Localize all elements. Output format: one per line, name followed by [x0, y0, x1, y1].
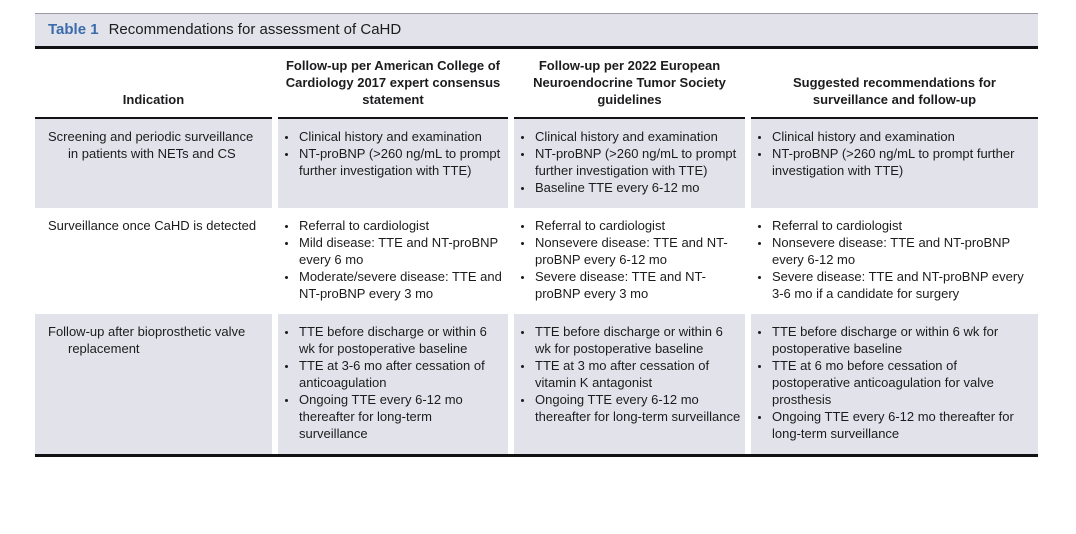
table-row: Surveillance once CaHD is detectedReferr…: [35, 208, 1038, 314]
table-row: Follow-up after bioprosthetic valve repl…: [35, 314, 1038, 454]
bullet-item: TTE before discharge or within 6 wk for …: [534, 323, 741, 357]
bullet-list: Clinical history and examinationNT-proBN…: [282, 128, 504, 179]
bullet-list: TTE before discharge or within 6 wk for …: [755, 323, 1034, 442]
bullet-item: Severe disease: TTE and NT-proBNP every …: [771, 268, 1034, 302]
recommendations-cell-acc_2017: TTE before discharge or within 6 wk for …: [278, 314, 508, 454]
bullet-list: Referral to cardiologistMild disease: TT…: [282, 217, 504, 302]
bullet-item: Ongoing TTE every 6-12 mo thereafter for…: [771, 408, 1034, 442]
recommendations-cell-enets_2022: Referral to cardiologistNonsevere diseas…: [514, 208, 745, 314]
header-row: Indication Follow-up per American Colleg…: [35, 49, 1038, 119]
table-title: Recommendations for assessment of CaHD: [108, 21, 402, 38]
bottom-rule: [35, 454, 1038, 457]
recommendations-table: Indication Follow-up per American Colleg…: [35, 49, 1038, 454]
bullet-item: NT-proBNP (>260 ng/mL to prompt further …: [298, 145, 504, 179]
recommendations-cell-suggested: Referral to cardiologistNonsevere diseas…: [751, 208, 1038, 314]
recommendations-cell-suggested: TTE before discharge or within 6 wk for …: [751, 314, 1038, 454]
indication-cell: Follow-up after bioprosthetic valve repl…: [35, 314, 272, 454]
indication-cell: Surveillance once CaHD is detected: [35, 208, 272, 314]
bullet-item: Referral to cardiologist: [771, 217, 1034, 234]
bullet-item: TTE at 6 mo before cessation of postoper…: [771, 357, 1034, 408]
table-label: Table 1: [48, 21, 99, 38]
bullet-item: TTE at 3-6 mo after cessation of anticoa…: [298, 357, 504, 391]
bullet-item: Ongoing TTE every 6-12 mo thereafter for…: [534, 391, 741, 425]
bullet-list: TTE before discharge or within 6 wk for …: [518, 323, 741, 425]
col-header-enets-2022: Follow-up per 2022 European Neuroendocri…: [514, 49, 745, 119]
indication-cell: Screening and periodic surveillance in p…: [35, 119, 272, 208]
bullet-list: Referral to cardiologistNonsevere diseas…: [518, 217, 741, 302]
bullet-item: Moderate/severe disease: TTE and NT-proB…: [298, 268, 504, 302]
bullet-item: Clinical history and examination: [771, 128, 1034, 145]
col-header-indication: Indication: [35, 49, 272, 119]
bullet-item: TTE at 3 mo after cessation of vitamin K…: [534, 357, 741, 391]
bullet-item: Nonsevere disease: TTE and NT-proBNP eve…: [534, 234, 741, 268]
table-header: Indication Follow-up per American Colleg…: [35, 49, 1038, 119]
bullet-item: Mild disease: TTE and NT-proBNP every 6 …: [298, 234, 504, 268]
recommendations-cell-acc_2017: Referral to cardiologistMild disease: TT…: [278, 208, 508, 314]
bullet-item: Nonsevere disease: TTE and NT-proBNP eve…: [771, 234, 1034, 268]
bullet-list: TTE before discharge or within 6 wk for …: [282, 323, 504, 442]
bullet-item: Severe disease: TTE and NT-proBNP every …: [534, 268, 741, 302]
col-header-acc-2017: Follow-up per American College of Cardio…: [278, 49, 508, 119]
bullet-item: TTE before discharge or within 6 wk for …: [298, 323, 504, 357]
bullet-item: Referral to cardiologist: [298, 217, 504, 234]
table-figure: Table 1 Recommendations for assessment of…: [35, 13, 1038, 457]
bullet-item: Clinical history and examination: [534, 128, 741, 145]
col-header-suggested: Suggested recommendations for surveillan…: [751, 49, 1038, 119]
top-rule: [35, 13, 1038, 14]
table-body: Screening and periodic surveillance in p…: [35, 119, 1038, 454]
table-row: Screening and periodic surveillance in p…: [35, 119, 1038, 208]
bullet-item: Clinical history and examination: [298, 128, 504, 145]
recommendations-cell-enets_2022: TTE before discharge or within 6 wk for …: [514, 314, 745, 454]
bullet-item: TTE before discharge or within 6 wk for …: [771, 323, 1034, 357]
bullet-item: Referral to cardiologist: [534, 217, 741, 234]
bullet-list: Referral to cardiologistNonsevere diseas…: [755, 217, 1034, 302]
bullet-item: Baseline TTE every 6-12 mo: [534, 179, 741, 196]
bullet-item: Ongoing TTE every 6-12 mo thereafter for…: [298, 391, 504, 442]
recommendations-cell-suggested: Clinical history and examinationNT-proBN…: [751, 119, 1038, 208]
table-wrap: Indication Follow-up per American Colleg…: [35, 49, 1038, 454]
bullet-list: Clinical history and examinationNT-proBN…: [755, 128, 1034, 179]
title-bottom-rule: [35, 46, 1038, 49]
recommendations-cell-acc_2017: Clinical history and examinationNT-proBN…: [278, 119, 508, 208]
table-title-band: Table 1 Recommendations for assessment of…: [35, 14, 1038, 46]
recommendations-cell-enets_2022: Clinical history and examinationNT-proBN…: [514, 119, 745, 208]
bullet-list: Clinical history and examinationNT-proBN…: [518, 128, 741, 196]
bullet-item: NT-proBNP (>260 ng/mL to prompt further …: [771, 145, 1034, 179]
bullet-item: NT-proBNP (>260 ng/mL to prompt further …: [534, 145, 741, 179]
